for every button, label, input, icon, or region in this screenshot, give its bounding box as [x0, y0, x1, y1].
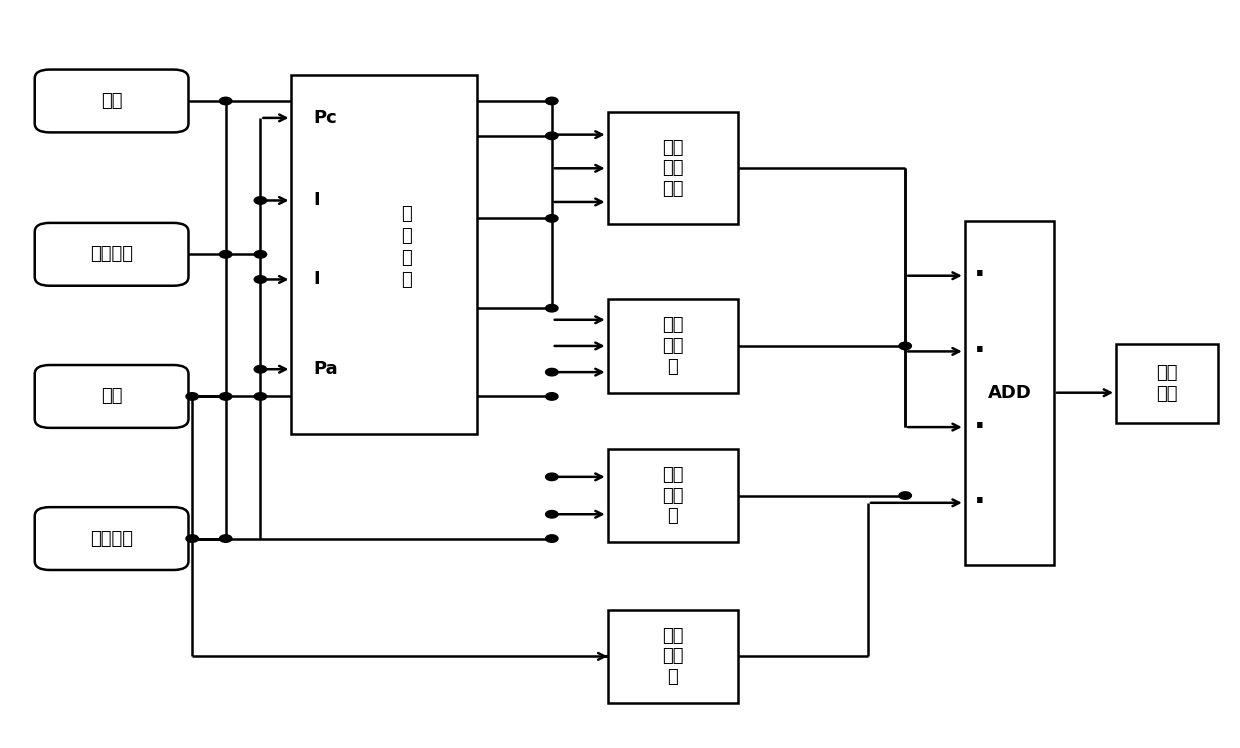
- Circle shape: [254, 276, 267, 283]
- Circle shape: [546, 393, 558, 400]
- Circle shape: [254, 366, 267, 373]
- FancyBboxPatch shape: [35, 365, 188, 428]
- Circle shape: [219, 535, 232, 542]
- Text: ·: ·: [973, 261, 985, 290]
- Circle shape: [546, 215, 558, 222]
- Text: 电流: 电流: [100, 387, 123, 405]
- Circle shape: [546, 97, 558, 105]
- Bar: [608, 449, 738, 542]
- Circle shape: [546, 304, 558, 312]
- FancyBboxPatch shape: [35, 223, 188, 286]
- Text: 活化
电过
压: 活化 电过 压: [662, 316, 683, 375]
- Text: I: I: [314, 191, 320, 209]
- Bar: [1116, 344, 1218, 423]
- Circle shape: [546, 473, 558, 480]
- Text: ADD: ADD: [987, 384, 1032, 402]
- Circle shape: [254, 251, 267, 258]
- Text: ·: ·: [973, 488, 985, 518]
- Text: 阳极压力: 阳极压力: [91, 530, 133, 548]
- FancyBboxPatch shape: [35, 70, 188, 132]
- Bar: [291, 75, 477, 434]
- Text: I: I: [314, 271, 320, 289]
- Text: ·: ·: [973, 337, 985, 366]
- Text: ·: ·: [973, 413, 985, 441]
- Circle shape: [219, 393, 232, 400]
- Bar: [608, 112, 738, 224]
- Text: Pa: Pa: [314, 361, 339, 378]
- Circle shape: [546, 535, 558, 542]
- Circle shape: [546, 510, 558, 518]
- Circle shape: [546, 369, 558, 376]
- Text: 欧姆
电过
压: 欧姆 电过 压: [662, 466, 683, 525]
- Circle shape: [254, 393, 267, 400]
- Circle shape: [186, 393, 198, 400]
- Text: 气
体
分
压: 气 体 分 压: [402, 205, 412, 289]
- Circle shape: [186, 535, 198, 542]
- Circle shape: [254, 197, 267, 204]
- Circle shape: [219, 97, 232, 105]
- FancyBboxPatch shape: [35, 507, 188, 570]
- Text: 阴极压力: 阴极压力: [91, 245, 133, 263]
- Circle shape: [219, 251, 232, 258]
- Circle shape: [899, 492, 911, 500]
- Bar: [965, 221, 1054, 565]
- Text: 热力
学电
动势: 热力 学电 动势: [662, 138, 683, 198]
- Text: 浓度
电过
压: 浓度 电过 压: [662, 627, 683, 686]
- Bar: [608, 299, 738, 393]
- Text: 单体
电压: 单体 电压: [1156, 364, 1178, 402]
- Text: 温度: 温度: [100, 92, 123, 110]
- Circle shape: [546, 132, 558, 140]
- Bar: [608, 610, 738, 703]
- Text: Pc: Pc: [314, 109, 337, 127]
- Circle shape: [899, 343, 911, 350]
